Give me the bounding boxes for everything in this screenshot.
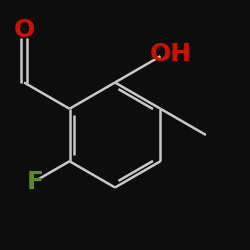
Text: O: O: [14, 18, 35, 42]
Text: OH: OH: [150, 42, 192, 66]
Text: F: F: [27, 170, 44, 194]
